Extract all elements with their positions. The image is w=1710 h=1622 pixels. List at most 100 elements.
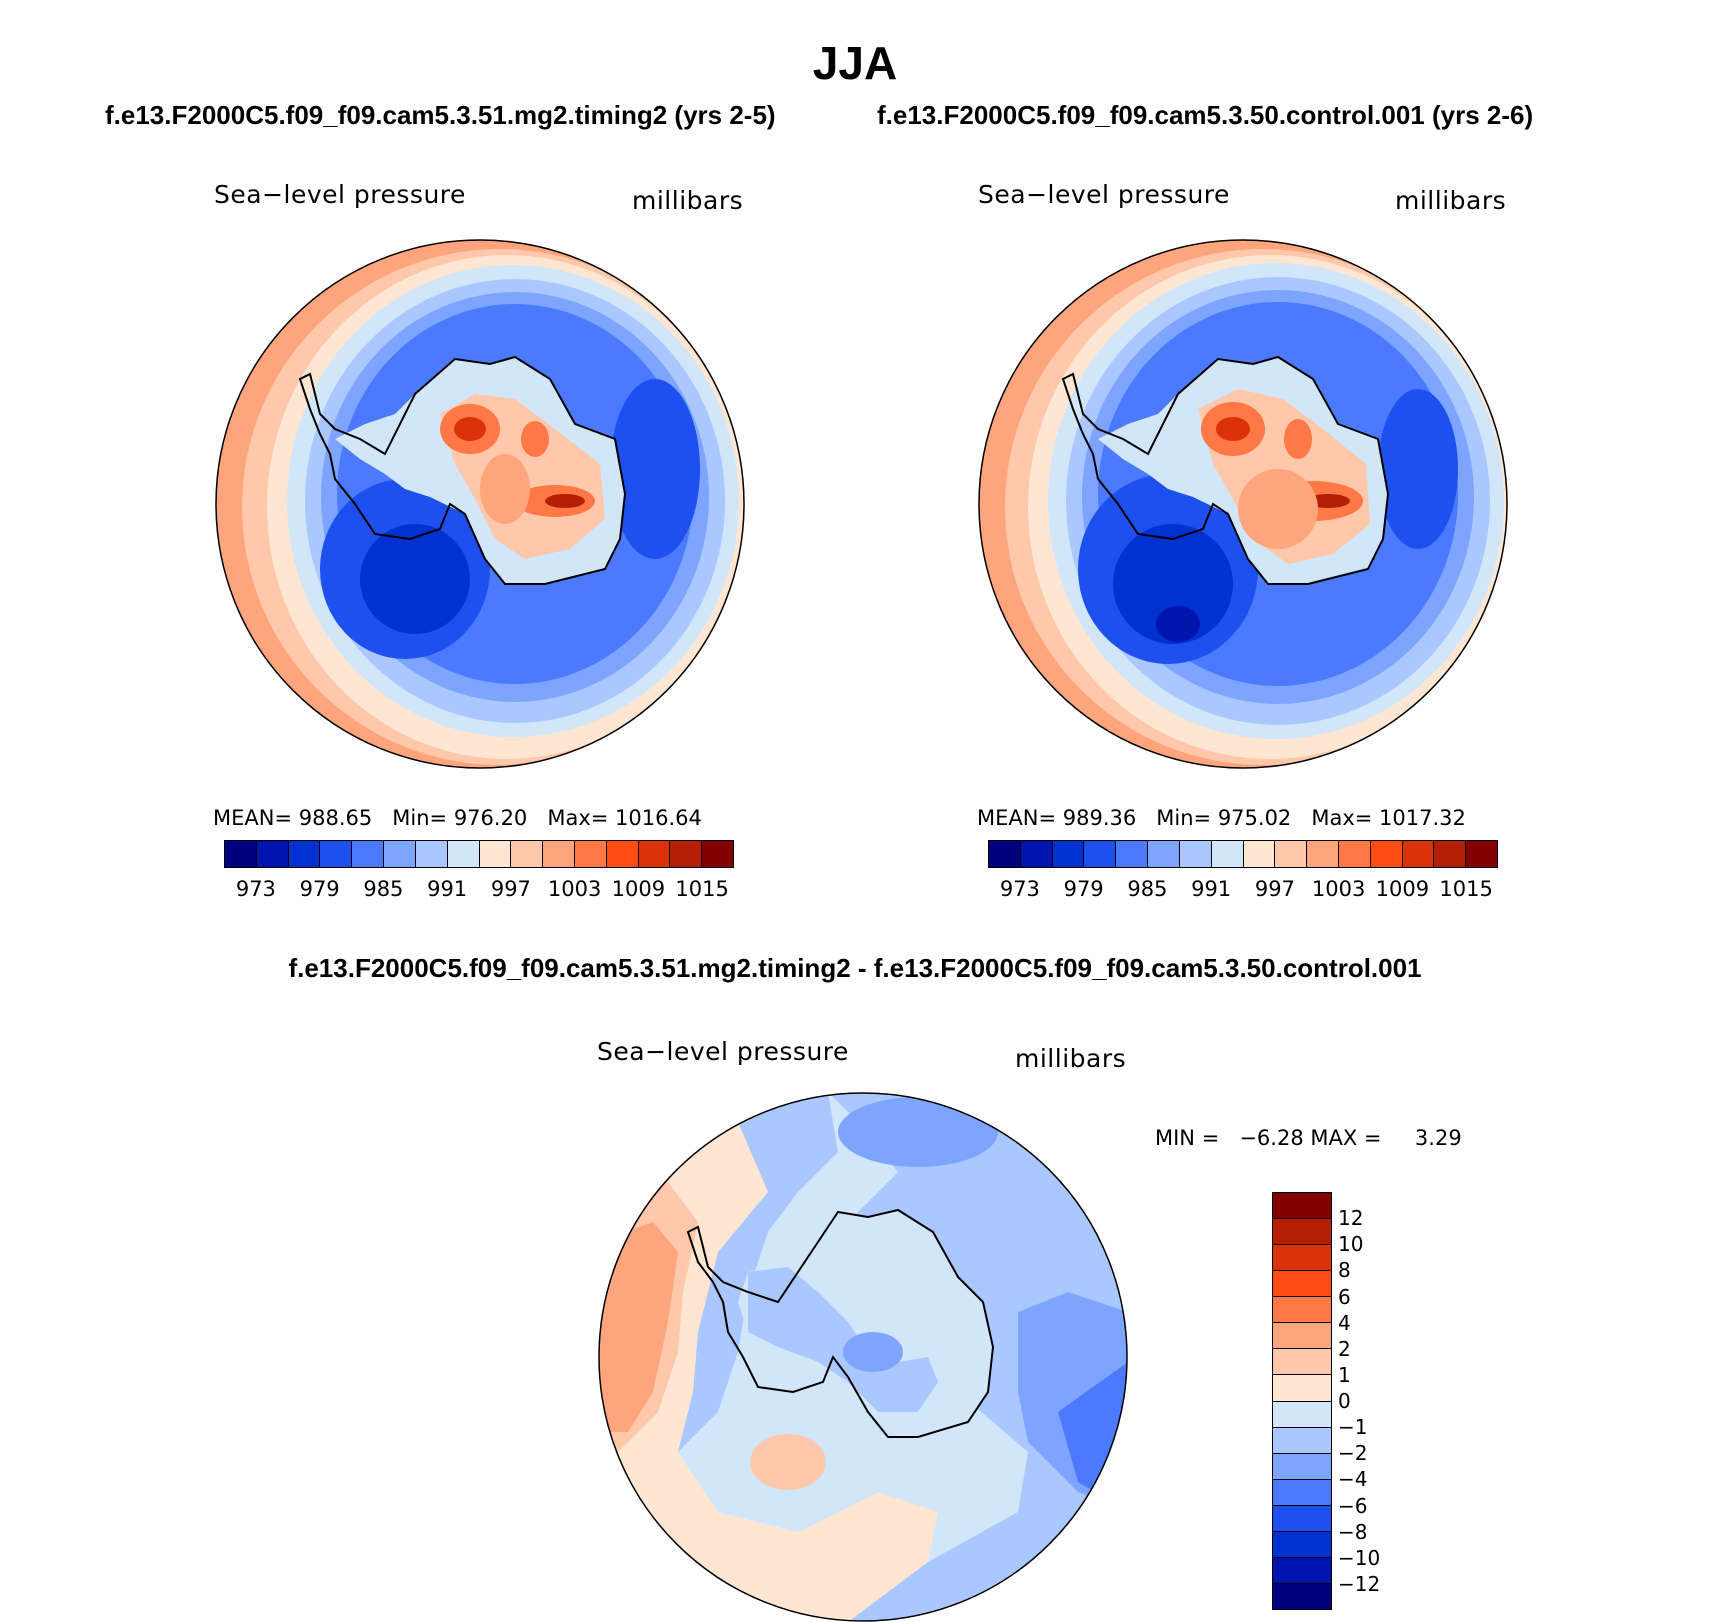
colorbar-tick-label: 1015 bbox=[1439, 877, 1493, 901]
max-value: 1016.64 bbox=[615, 806, 702, 830]
mean-value: 988.65 bbox=[298, 806, 373, 830]
colorbar-swatch bbox=[1273, 1583, 1331, 1609]
colorbar-swatch bbox=[574, 841, 607, 867]
colorbar-swatch bbox=[1275, 841, 1308, 867]
colorbar-swatch bbox=[1211, 841, 1244, 867]
colorbar-swatch bbox=[1338, 841, 1371, 867]
colorbar-swatch bbox=[606, 841, 639, 867]
map-boundary bbox=[978, 239, 1508, 769]
units-label-diff: millibars bbox=[1015, 1044, 1127, 1073]
colorbar-tick-label: 1009 bbox=[1375, 877, 1430, 901]
colorbar-swatch bbox=[1179, 841, 1212, 867]
colorbar-swatch bbox=[288, 841, 321, 867]
stats-right: MEAN= 989.36 Min= 975.02 Max= 1017.32 bbox=[977, 806, 1466, 830]
low-pressure-ross-min bbox=[1156, 606, 1200, 642]
colorbar-swatch bbox=[1402, 841, 1435, 867]
colorbar-tick-label: 997 bbox=[490, 877, 531, 901]
colorbar-swatch bbox=[543, 841, 575, 867]
diff-case-title: f.e13.F2000C5.f09_f09.cam5.3.51.mg2.timi… bbox=[288, 953, 1422, 983]
colorbar-tick-label: 991 bbox=[427, 877, 468, 901]
diff-max-value: 3.29 bbox=[1414, 1126, 1462, 1150]
units-label-right: millibars bbox=[1395, 186, 1507, 215]
high-pressure bbox=[521, 421, 549, 457]
colorbar-swatch bbox=[1148, 841, 1180, 867]
colorbar-swatch bbox=[225, 841, 257, 867]
polar-map-left bbox=[215, 239, 745, 769]
case-title-left: f.e13.F2000C5.f09_f09.cam5.3.51.mg2.timi… bbox=[105, 100, 776, 130]
min-label: Min= bbox=[1156, 806, 1212, 830]
colorbar-swatch bbox=[1273, 1271, 1331, 1298]
diff-colorbar-ticks: 12 10 8 6 4 2 1 0 −1 −2 −4 −6 −8 −10 −12 bbox=[1338, 1192, 1418, 1610]
colorbar-tick-label: 10 bbox=[1338, 1232, 1364, 1257]
variable-label-diff: Sea−level pressure bbox=[597, 1037, 849, 1066]
colorbar-left bbox=[224, 840, 734, 868]
units-label-left: millibars bbox=[632, 186, 744, 215]
colorbar-swatch bbox=[1052, 841, 1085, 867]
high-pressure-core bbox=[545, 494, 585, 508]
colorbar-swatch bbox=[1273, 1531, 1331, 1558]
colorbar-swatch bbox=[1370, 841, 1403, 867]
colorbar-right bbox=[988, 840, 1498, 868]
colorbar-tick-label: 1009 bbox=[611, 877, 666, 901]
colorbar-swatch bbox=[320, 841, 353, 867]
colorbar-tick-label: −12 bbox=[1338, 1571, 1381, 1596]
colorbar-tick-label: 997 bbox=[1254, 877, 1295, 901]
colorbar-swatch bbox=[1434, 841, 1467, 867]
page-title: JJA bbox=[812, 37, 898, 89]
high-pressure bbox=[480, 454, 530, 524]
colorbar-swatch bbox=[384, 841, 416, 867]
colorbar-swatch bbox=[1273, 1401, 1331, 1428]
colorbar-swatch bbox=[1116, 841, 1149, 867]
colorbar-tick-label: −1 bbox=[1338, 1415, 1368, 1440]
diff-colorbar bbox=[1272, 1192, 1332, 1610]
diff-negative-north bbox=[838, 1097, 998, 1167]
colorbar-swatch bbox=[1273, 1479, 1331, 1506]
colorbar-tick-label: 6 bbox=[1338, 1284, 1351, 1309]
colorbar-swatch bbox=[1273, 1297, 1331, 1324]
high-pressure bbox=[1284, 419, 1312, 459]
max-label: Max= bbox=[547, 806, 609, 830]
stats-left: MEAN= 988.65 Min= 976.20 Max= 1016.64 bbox=[213, 806, 702, 830]
colorbar-tick-label: 973 bbox=[235, 877, 276, 901]
colorbar-tick-label: 973 bbox=[999, 877, 1040, 901]
high-pressure-core bbox=[454, 417, 486, 441]
colorbar-tick-label: 991 bbox=[1191, 877, 1232, 901]
colorbar-tick-label: −6 bbox=[1338, 1493, 1368, 1518]
colorbar-tick-label: 0 bbox=[1338, 1389, 1351, 1413]
colorbar-swatch bbox=[352, 841, 385, 867]
low-pressure-ross-core bbox=[360, 524, 470, 634]
colorbar-swatch bbox=[1273, 1219, 1331, 1246]
colorbar-swatch bbox=[670, 841, 703, 867]
colorbar-tick-label: 1015 bbox=[675, 877, 729, 901]
colorbar-tick-label: −2 bbox=[1338, 1441, 1368, 1466]
diff-negative-blob bbox=[843, 1332, 903, 1372]
low-pressure-ross-core bbox=[1113, 524, 1233, 644]
colorbar-tick-label: 2 bbox=[1338, 1336, 1351, 1361]
colorbar-tick-label: 12 bbox=[1338, 1206, 1364, 1231]
colorbar-tick-label: 8 bbox=[1338, 1258, 1351, 1283]
diff-minmax: MIN = −6.28 MAX = 3.29 bbox=[1155, 1126, 1462, 1150]
mean-label: MEAN= bbox=[213, 806, 293, 830]
low-pressure-east bbox=[610, 379, 700, 559]
colorbar-swatch bbox=[1273, 1323, 1331, 1350]
polar-map-right bbox=[978, 239, 1508, 769]
diff-min-label: MIN = bbox=[1155, 1126, 1220, 1150]
colorbar-swatch bbox=[1273, 1453, 1331, 1480]
high-pressure-core bbox=[1216, 417, 1250, 441]
colorbar-swatch bbox=[1273, 1245, 1331, 1272]
colorbar-swatch bbox=[415, 841, 448, 867]
colorbar-swatch bbox=[256, 841, 289, 867]
colorbar-tick-label: 979 bbox=[299, 877, 340, 901]
colorbar-swatch bbox=[1273, 1193, 1331, 1220]
colorbar-tick-label: 1003 bbox=[547, 877, 602, 901]
coastline bbox=[686, 1208, 995, 1438]
colorbar-swatch bbox=[447, 841, 480, 867]
colorbar-swatch bbox=[1084, 841, 1117, 867]
map-boundary bbox=[215, 239, 745, 769]
colorbar-tick-label: −8 bbox=[1338, 1519, 1368, 1544]
diff-max-label: MAX = bbox=[1310, 1126, 1382, 1150]
colorbar-swatch bbox=[638, 841, 671, 867]
high-pressure bbox=[1238, 469, 1318, 549]
colorbar-tick-label: 985 bbox=[1127, 877, 1168, 901]
polar-map-diff bbox=[598, 1092, 1128, 1622]
